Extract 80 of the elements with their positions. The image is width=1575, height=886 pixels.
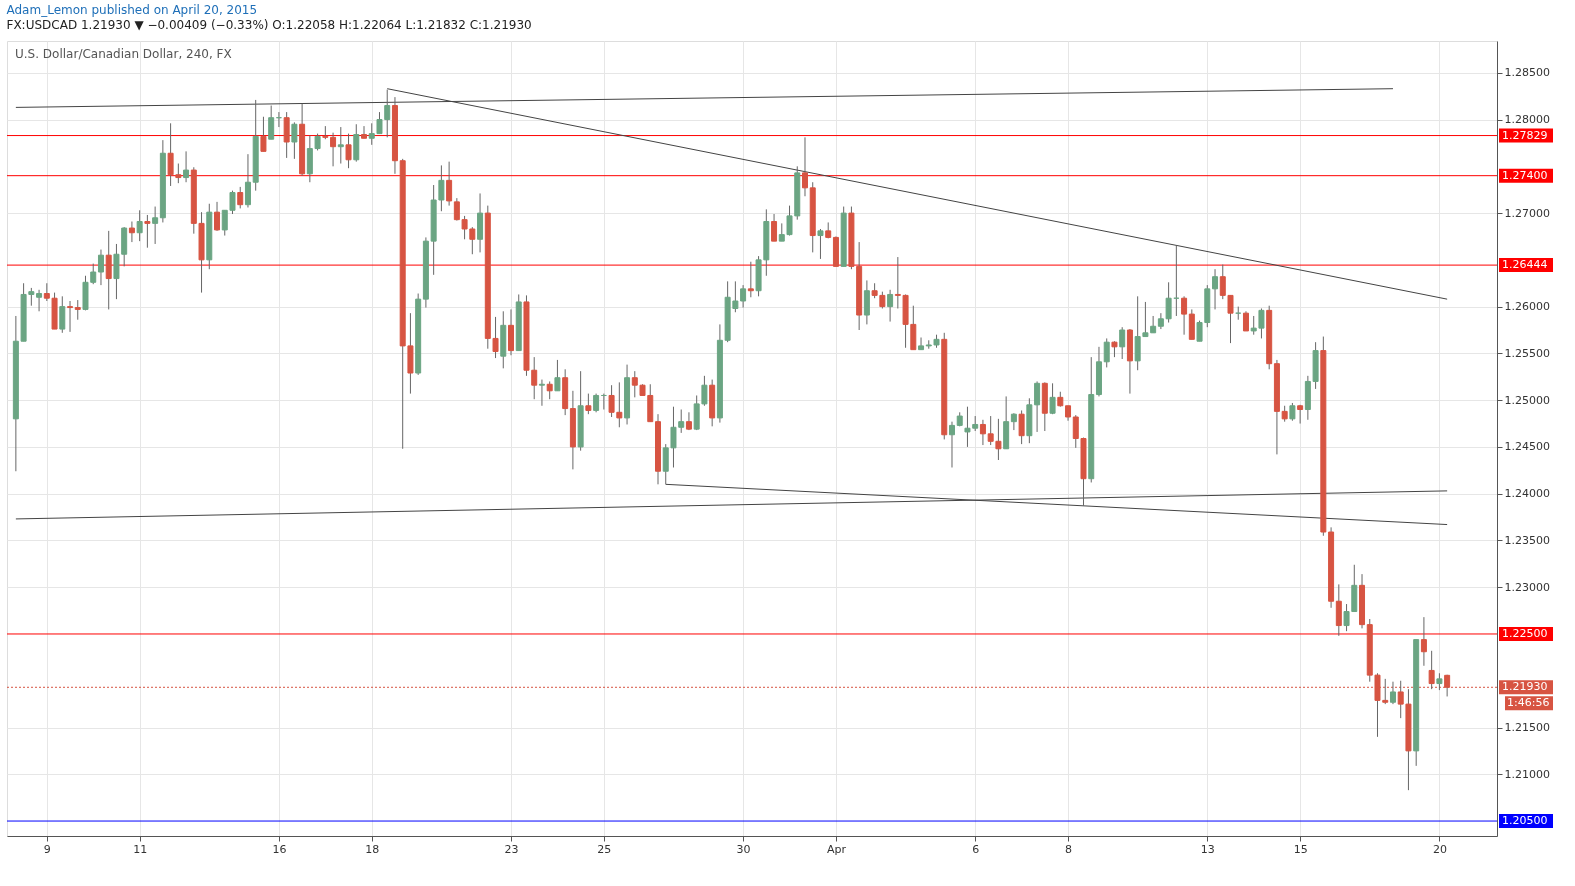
candlestick xyxy=(1018,409,1025,445)
x-tick-label: 23 xyxy=(504,842,519,856)
candlestick xyxy=(1119,326,1126,360)
candlestick xyxy=(554,359,561,392)
chart-subtitle: FX:USDCAD 1.21930 ▼ −0.00409 (−0.33%) O:1.22058 H:1.22064 L:1.21832 C:1.21930 xyxy=(6,18,532,33)
candlestick xyxy=(1389,681,1396,705)
x-tick-label: 20 xyxy=(1432,842,1447,856)
candlestick xyxy=(74,299,81,321)
candlestick xyxy=(152,206,159,245)
x-tick-label: 8 xyxy=(1065,842,1073,856)
x-tick-label: 18 xyxy=(365,842,380,856)
x-tick-label: 6 xyxy=(972,842,980,856)
candlestick xyxy=(918,336,925,351)
candlestick xyxy=(337,126,344,165)
x-tick-label: 15 xyxy=(1293,842,1308,856)
text: 1:46:56 xyxy=(1507,696,1550,710)
candlestick xyxy=(747,261,754,298)
candlestick xyxy=(1212,268,1219,310)
x-tick-label: 16 xyxy=(272,842,287,856)
candlestick xyxy=(593,393,600,413)
candlestick xyxy=(144,214,151,249)
x-tick-label: 11 xyxy=(133,842,148,856)
candlestick xyxy=(538,379,545,407)
x-tick-label: 30 xyxy=(736,842,751,856)
ref-line-label: 1.26444 xyxy=(1502,258,1548,272)
candlestick xyxy=(260,116,267,152)
y-tick-label: 1.26000 xyxy=(1504,300,1550,314)
candlestick xyxy=(948,421,955,468)
candlestick xyxy=(237,186,244,209)
y-tick-label: 1.28000 xyxy=(1504,113,1550,127)
y-tick-label: 1.23000 xyxy=(1504,580,1550,594)
candlestick xyxy=(817,228,824,260)
candlestick xyxy=(1181,295,1188,336)
y-tick-label: 1.24500 xyxy=(1504,440,1550,454)
candlestick xyxy=(345,133,352,169)
y-tick-label: 1.25500 xyxy=(1504,346,1550,360)
ref-line-label: 1.27400 xyxy=(1502,168,1548,182)
candlestick xyxy=(685,411,692,431)
candlestick xyxy=(268,105,275,140)
y-tick-label: 1.24000 xyxy=(1504,487,1550,501)
candlestick xyxy=(330,132,337,167)
ref-line-label: 1.21930 xyxy=(1502,680,1548,694)
candlestick xyxy=(446,161,453,207)
candlestick xyxy=(1103,337,1110,368)
candlestick xyxy=(244,153,251,208)
y-tick-label: 1.21500 xyxy=(1504,721,1550,735)
candlestick xyxy=(1242,310,1249,332)
ref-line-label: 1.27829 xyxy=(1502,128,1548,142)
y-tick-label: 1.23500 xyxy=(1504,533,1550,547)
x-tick-label: 25 xyxy=(597,842,612,856)
x-tick-label: Apr xyxy=(826,842,847,856)
candlestick xyxy=(291,121,298,160)
candlestick xyxy=(36,289,43,312)
candlestick xyxy=(97,249,104,286)
candlestick xyxy=(979,419,986,446)
ref-line-label: 1.22500 xyxy=(1502,626,1548,640)
x-tick-label: 13 xyxy=(1200,842,1215,856)
candlestick xyxy=(136,209,143,242)
y-tick-label: 1.21000 xyxy=(1504,767,1550,781)
candlestick xyxy=(585,393,592,415)
candlestick xyxy=(183,150,190,183)
candlestick xyxy=(1049,382,1056,415)
text: Adam_Lemon published on April 20, 2015 xyxy=(6,3,258,18)
y-tick-label: 1.28500 xyxy=(1504,66,1550,80)
candlestick xyxy=(214,201,221,232)
candlestick xyxy=(802,136,808,197)
candlestick xyxy=(128,221,135,243)
x-tick-label: 9 xyxy=(43,842,51,856)
y-tick-label: 1.27000 xyxy=(1504,206,1550,220)
candlestick xyxy=(771,213,778,242)
y-tick-label: 1.25000 xyxy=(1504,393,1550,407)
candlestick xyxy=(105,230,112,310)
candlestick xyxy=(1010,412,1017,431)
text: U.S. Dollar/Canadian Dollar, 240, FX xyxy=(15,47,232,61)
candlestick xyxy=(67,300,74,333)
candlestick xyxy=(361,125,368,139)
ref-line-label: 1.20500 xyxy=(1502,814,1548,828)
candlestick xyxy=(1420,616,1427,667)
candlestick xyxy=(59,295,66,334)
candlestick xyxy=(887,289,894,323)
